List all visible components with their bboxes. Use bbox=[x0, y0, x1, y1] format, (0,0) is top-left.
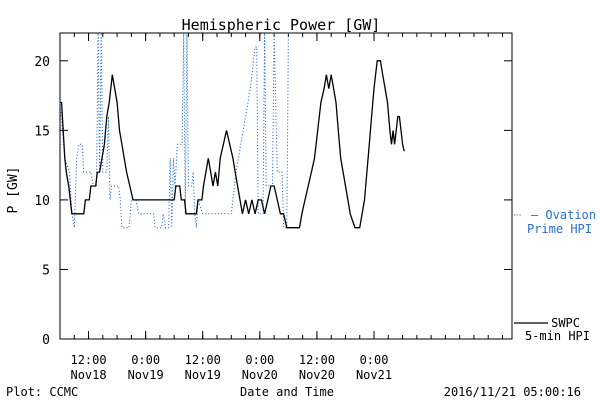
y-axis: 0 5 10 15 20 bbox=[34, 55, 512, 348]
x-tick-label-date: Nov18 bbox=[70, 368, 106, 382]
swpc-series-line bbox=[60, 60, 405, 229]
plot-series bbox=[59, 32, 405, 229]
x-tick-label-time: 0:00 bbox=[245, 353, 274, 367]
legend-ovation-line2: Prime HPI bbox=[527, 222, 592, 236]
y-tick-label: 0 bbox=[42, 333, 50, 348]
legend-swpc-line2: 5-min HPI bbox=[525, 329, 590, 343]
x-axis-label: Date and Time bbox=[240, 385, 334, 399]
x-tick-label-time: 12:00 bbox=[299, 353, 335, 367]
x-tick-label-time: 12:00 bbox=[70, 353, 106, 367]
chart-title: Hemispheric Power [GW] bbox=[182, 16, 381, 34]
plot-frame bbox=[59, 32, 513, 340]
x-tick-label-time: 0:00 bbox=[360, 353, 389, 367]
x-tick-label-date: Nov19 bbox=[185, 368, 221, 382]
plot-credit: Plot: CCMC bbox=[6, 385, 78, 399]
x-tick-label-date: Nov20 bbox=[299, 368, 335, 382]
y-tick-label: 10 bbox=[34, 194, 50, 209]
x-tick-label-date: Nov20 bbox=[242, 368, 278, 382]
y-tick-label: 20 bbox=[34, 55, 50, 70]
x-axis: 12:00Nov180:00Nov1912:00Nov190:00Nov2012… bbox=[59, 33, 503, 382]
x-tick-label-time: 0:00 bbox=[131, 353, 160, 367]
y-tick-label: 5 bbox=[42, 263, 50, 278]
plot-timestamp: 2016/11/21 05:00:16 bbox=[444, 385, 581, 399]
legend-swpc-line1: SWPC bbox=[551, 316, 580, 330]
legend-ovation-line1: – Ovation bbox=[531, 208, 596, 222]
y-axis-label: P [GW] bbox=[6, 167, 21, 214]
x-tick-label-date: Nov19 bbox=[128, 368, 164, 382]
y-tick-label: 15 bbox=[34, 124, 50, 139]
x-tick-label-date: Nov21 bbox=[356, 368, 392, 382]
x-tick-label-time: 12:00 bbox=[185, 353, 221, 367]
